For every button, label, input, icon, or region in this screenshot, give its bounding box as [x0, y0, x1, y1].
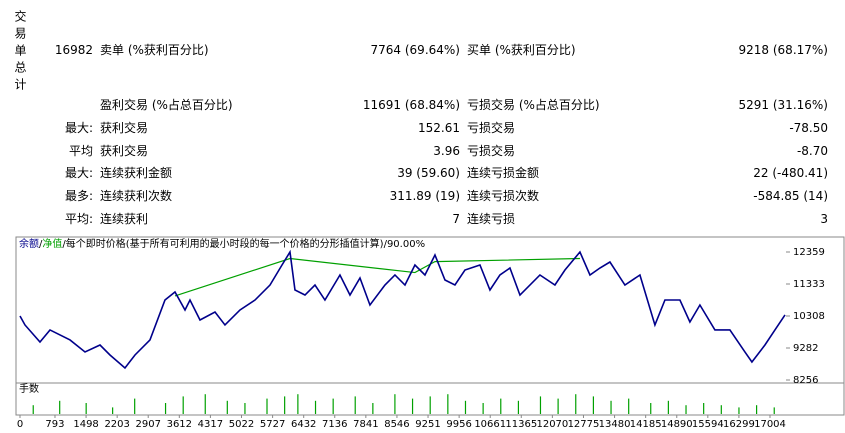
y-tick-label: 10308: [793, 311, 825, 322]
chart-frame: [15, 236, 845, 384]
x-tick-label: 15594: [692, 419, 724, 430]
table-cell: 平均: [68, 144, 93, 158]
chart-caption: 余额/净值/每个即时价格(基于所有可利用的最小时段的每一个价格的分形插值计算)/…: [19, 237, 425, 250]
x-tick-label: 10661: [474, 419, 506, 430]
table-cell: 连续亏损: [467, 212, 516, 226]
x-tick-label: 1498: [73, 419, 98, 430]
table-cell: 最大:: [64, 166, 93, 180]
table-cell: 亏损交易: [467, 144, 516, 158]
y-tick-label: 11333: [793, 279, 825, 290]
caption-part: 净值: [42, 237, 62, 250]
table-cell: 连续获利金额: [100, 166, 173, 180]
x-tick-label: 0: [17, 419, 23, 430]
x-tick-label: 17004: [754, 419, 786, 430]
x-tick-label: 2203: [104, 419, 129, 430]
series-line: [19, 249, 786, 370]
caption-part: 90.00%: [387, 239, 425, 250]
volume-label: 手数: [19, 382, 39, 395]
table-cell: 买单 (%获利百分比): [467, 43, 576, 57]
series-line: [174, 257, 580, 297]
x-tick-label: 3612: [167, 419, 192, 430]
x-tick-label: 16299: [723, 419, 755, 430]
x-tick-label: 14185: [630, 419, 662, 430]
table-cell: 最多:: [64, 189, 93, 203]
table-cell: 3.96: [433, 144, 460, 158]
x-tick-label: 8546: [384, 419, 409, 430]
x-tick-label: 5727: [260, 419, 285, 430]
table-cell: 9218 (68.17%): [738, 43, 828, 57]
table-cell: 39 (59.60): [397, 166, 460, 180]
table-cell: -8.70: [796, 144, 828, 158]
table-cell: 7764 (69.64%): [370, 43, 460, 57]
caption-part: /: [62, 239, 66, 250]
table-cell: 3: [820, 212, 828, 226]
table-cell: -78.50: [789, 121, 828, 135]
table-cell: 连续亏损金额: [467, 166, 540, 180]
table-cell: 亏损交易 (%占总百分比): [467, 98, 600, 112]
x-tick-label: 7136: [322, 419, 347, 430]
table-cell: 11691 (68.84%): [362, 98, 460, 112]
table-cell: 16982: [54, 43, 93, 57]
y-tick-label: 8256: [793, 375, 818, 386]
caption-part: 余额: [19, 237, 39, 250]
x-tick-label: 6432: [291, 419, 316, 430]
table-cell: 5291 (31.16%): [738, 98, 828, 112]
table-cell: 获利交易: [100, 144, 149, 158]
volume-frame: [15, 382, 845, 416]
table-cell: 获利交易: [100, 121, 149, 135]
table-cell: 连续获利次数: [100, 189, 173, 203]
table-cell: 311.89 (19): [389, 189, 460, 203]
x-tick-label: 7841: [353, 419, 378, 430]
caption-part: /: [384, 239, 388, 250]
table-cell: 22 (-480.41): [753, 166, 828, 180]
x-tick-label: 5022: [229, 419, 254, 430]
y-tick-label: 12359: [793, 247, 825, 258]
x-tick-label: 12070: [536, 419, 568, 430]
table-cell: 平均:: [64, 212, 93, 226]
x-tick-label: 2907: [135, 419, 160, 430]
x-tick-label: 12775: [568, 419, 600, 430]
table-cell: 盈利交易 (%占总百分比): [100, 98, 233, 112]
x-tick-label: 13480: [599, 419, 631, 430]
caption-part: /: [39, 239, 43, 250]
x-tick-label: 9956: [446, 419, 471, 430]
x-tick-label: 793: [45, 419, 64, 430]
y-tick-label: 9282: [793, 343, 818, 354]
table-cell: 7: [452, 212, 460, 226]
x-tick-label: 4317: [198, 419, 223, 430]
caption-part: 每个即时价格(基于所有可利用的最小时段的每一个价格的分形插值计算): [66, 237, 384, 250]
table-cell: 亏损交易: [467, 121, 516, 135]
section-label: 交易单总计: [13, 10, 27, 95]
table-cell: 最大:: [64, 121, 93, 135]
table-cell: -584.85 (14): [753, 189, 828, 203]
table-cell: 连续亏损次数: [467, 189, 540, 203]
x-tick-label: 11365: [505, 419, 537, 430]
x-tick-label: 14890: [661, 419, 693, 430]
table-cell: 连续获利: [100, 212, 149, 226]
table-cell: 152.61: [418, 121, 460, 135]
table-cell: 卖单 (%获利百分比): [100, 43, 209, 57]
x-tick-label: 9251: [415, 419, 440, 430]
